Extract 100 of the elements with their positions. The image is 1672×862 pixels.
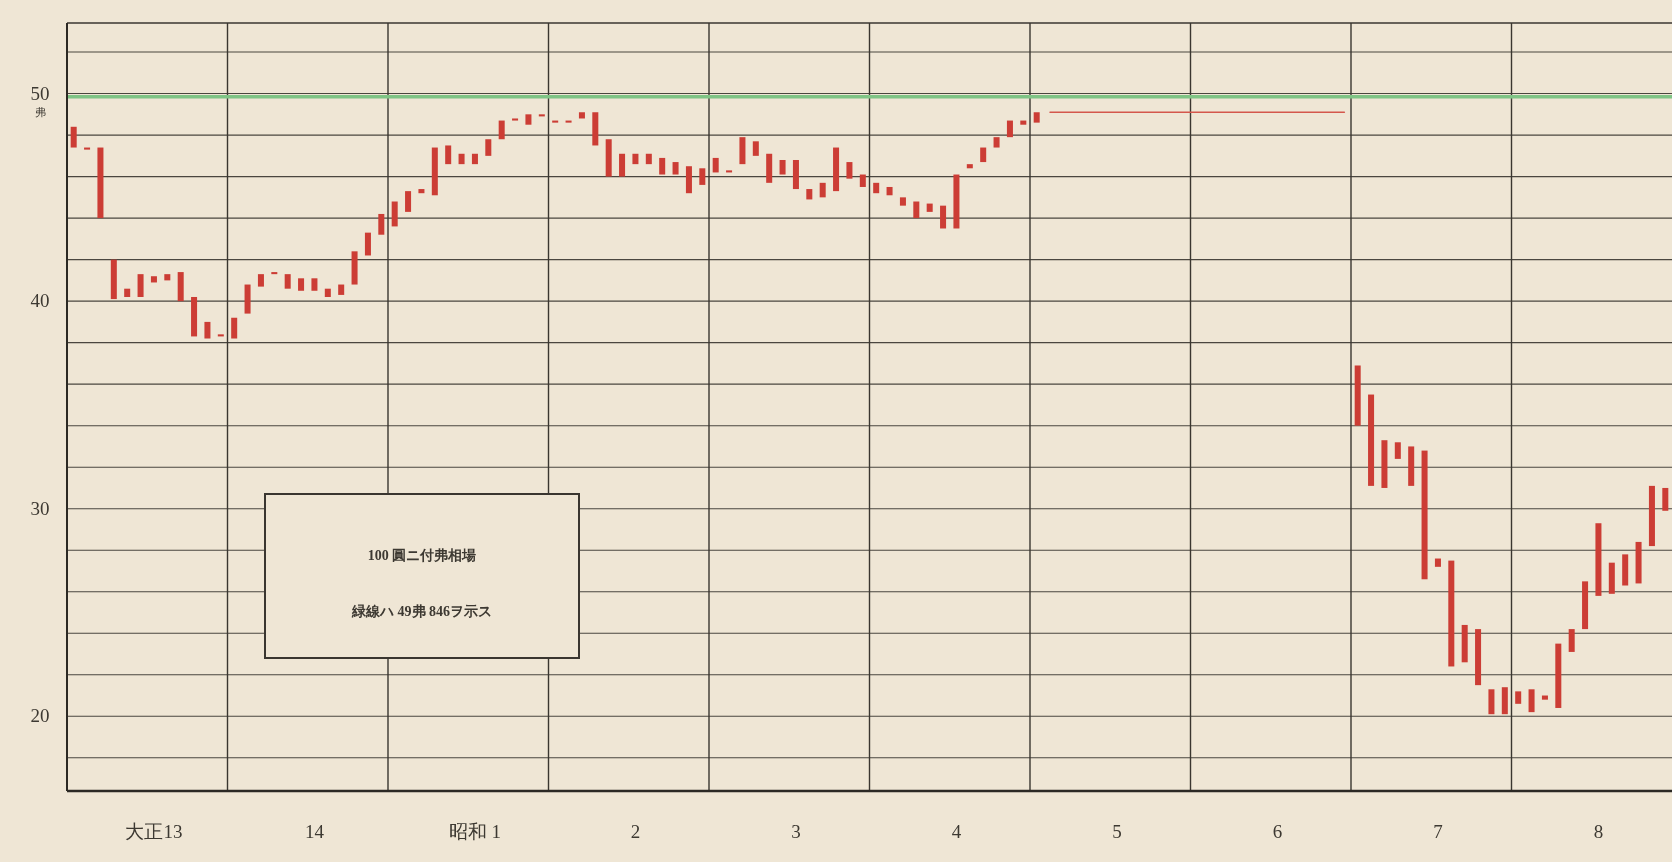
bar: [1635, 541, 1642, 584]
bar: [97, 147, 104, 219]
y-axis-title: 弗: [34, 105, 46, 118]
bar: [1394, 442, 1401, 459]
bar: [619, 153, 626, 177]
bar: [859, 174, 866, 187]
bar: [1555, 643, 1562, 708]
bar: [1354, 365, 1361, 426]
y-tick-label: 50: [30, 82, 50, 104]
bar: [1421, 450, 1428, 580]
bar: [685, 166, 692, 194]
bar: [739, 137, 746, 165]
bar: [726, 170, 733, 173]
bar: [605, 139, 612, 177]
bar: [1528, 689, 1535, 713]
bar: [351, 251, 358, 285]
bar: [1595, 523, 1602, 596]
bar: [1568, 629, 1575, 652]
bar: [699, 168, 706, 185]
bar: [284, 274, 291, 289]
annotation: 100 圓ニ付弗相場: [367, 548, 477, 563]
bar: [913, 201, 920, 219]
bar: [485, 139, 492, 156]
bar: [217, 334, 224, 337]
bar: [953, 174, 960, 229]
bar: [364, 232, 371, 256]
bar: [84, 147, 91, 150]
bar: [565, 120, 572, 123]
bar: [645, 153, 652, 165]
bar: [391, 201, 398, 227]
x-tick-label: 3: [791, 821, 801, 842]
x-tick-label: 大正13: [125, 821, 183, 842]
bar: [833, 147, 840, 192]
bar: [980, 147, 987, 163]
bar: [405, 191, 412, 212]
bar: [70, 126, 77, 148]
bar: [966, 164, 973, 169]
bar: [271, 272, 278, 275]
bar: [164, 274, 171, 281]
bar: [498, 120, 505, 140]
bar: [1662, 487, 1669, 511]
bar: [926, 203, 933, 212]
bar: [257, 274, 264, 287]
bar: [1608, 562, 1615, 594]
bar: [1582, 581, 1589, 630]
bar: [578, 112, 585, 119]
bar: [1368, 394, 1375, 486]
bar: [1006, 120, 1013, 138]
bar: [471, 153, 478, 165]
bar: [993, 137, 1000, 148]
bar: [418, 189, 425, 194]
bar: [806, 189, 813, 200]
bar: [766, 153, 773, 183]
bar: [792, 160, 799, 190]
bar: [512, 118, 519, 121]
bar: [1381, 440, 1388, 488]
annotation: 緑線ハ 49弗 846ヲ示ス: [351, 604, 492, 619]
bar: [873, 182, 880, 194]
x-tick-label: 6: [1272, 821, 1283, 842]
bar: [899, 197, 906, 206]
bar: [191, 296, 198, 337]
bar: [538, 114, 545, 117]
bar: [458, 153, 465, 165]
bar: [150, 276, 157, 283]
x-tick-label: 7: [1433, 821, 1443, 842]
bar: [110, 259, 117, 300]
note-box: 100 圓ニ付弗相場 緑線ハ 49弗 846ヲ示ス: [264, 493, 580, 659]
x-tick-label: 5: [1112, 821, 1122, 842]
bar: [552, 120, 559, 123]
bar: [1461, 624, 1468, 663]
bar: [712, 157, 719, 173]
x-tick-label: 昭和 1: [448, 821, 502, 842]
y-tick-label: 30: [30, 497, 50, 519]
bar: [1515, 691, 1522, 704]
bar: [940, 205, 947, 229]
bar: [378, 213, 385, 235]
bar: [1541, 695, 1548, 700]
x-tick-label: 4: [951, 821, 962, 842]
bar: [886, 186, 893, 196]
bar: [632, 153, 639, 165]
bar: [1648, 485, 1655, 547]
bar: [525, 114, 532, 125]
bar: [752, 141, 759, 156]
bar: [338, 284, 345, 295]
bar: [324, 288, 331, 297]
bar: [231, 317, 238, 339]
bar: [1408, 446, 1415, 486]
bar: [846, 162, 853, 179]
bar: [819, 182, 826, 198]
bar: [672, 162, 679, 175]
bar: [659, 157, 666, 175]
x-tick-label: 2: [630, 821, 641, 842]
bar: [124, 288, 131, 297]
bar: [779, 160, 786, 175]
bar: [298, 278, 305, 291]
bar: [1434, 558, 1441, 567]
bar: [1475, 629, 1482, 686]
bar: [244, 284, 251, 314]
y-tick-label: 20: [30, 705, 50, 727]
x-tick-label: 8: [1593, 821, 1604, 842]
